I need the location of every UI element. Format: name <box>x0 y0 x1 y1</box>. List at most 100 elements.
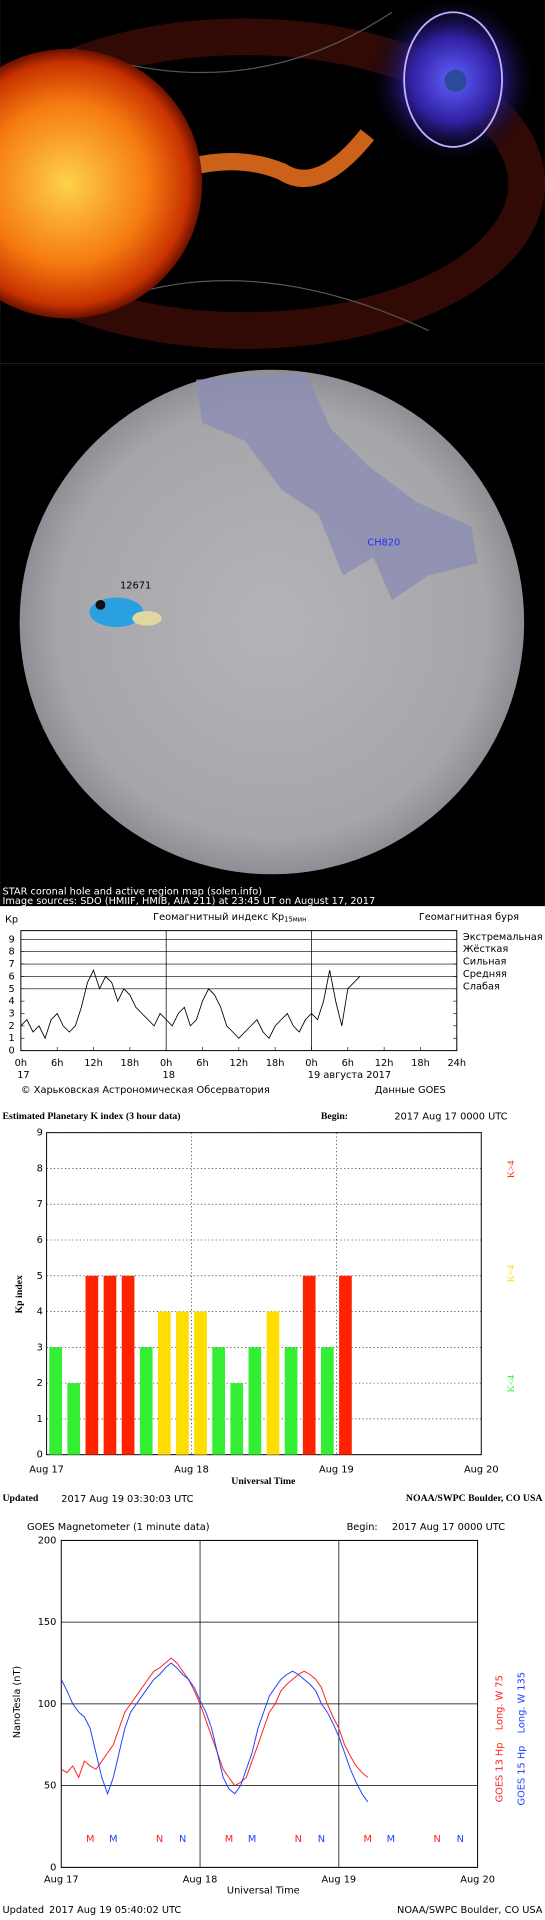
bar <box>302 1275 316 1455</box>
y-tick-label: 8 <box>37 1163 43 1174</box>
legend-name: GOES 13 Hp <box>495 1743 506 1803</box>
x-tick-label: 18h <box>121 1058 140 1069</box>
x-tick-label: 18h <box>411 1058 430 1069</box>
bar <box>339 1275 352 1455</box>
x-date-label: 19 августа 2017 <box>308 1070 391 1081</box>
x-tick-label: Aug 17 <box>29 1464 64 1475</box>
y-axis-label: Кр <box>5 915 18 926</box>
storm-level-label: Экстремальная <box>463 932 543 943</box>
y-tick-label: 3 <box>37 1342 43 1353</box>
y-tick-label: 0 <box>50 1862 56 1873</box>
local-time-marker: M <box>86 1834 94 1845</box>
updated-value: 2017 Aug 19 05:40:02 UTC <box>49 1905 181 1916</box>
local-time-marker: N <box>295 1834 302 1845</box>
y-tick-label: 6 <box>37 1235 43 1246</box>
x-tick-label: Aug 17 <box>44 1875 79 1886</box>
x-tick-label: 6h <box>342 1058 354 1069</box>
bar <box>139 1347 153 1455</box>
storm-level-label: Слабая <box>463 981 500 992</box>
legend-longitude: Long. W 135 <box>517 1672 528 1733</box>
local-time-marker: N <box>179 1834 186 1845</box>
x-tick-label: Aug 20 <box>460 1875 495 1886</box>
updated-value: 2017 Aug 19 03:30:03 UTC <box>61 1494 193 1505</box>
y-tick-label: 150 <box>38 1617 57 1628</box>
x-date-label: 18 <box>163 1070 175 1081</box>
bar <box>212 1347 225 1455</box>
x-tick-label: Aug 20 <box>464 1464 499 1475</box>
begin-value: 2017 Aug 17 0000 UTC <box>394 1112 507 1123</box>
y-axis-label: NanoTesla (nT) <box>12 1666 23 1739</box>
begin-label: Begin: <box>321 1111 348 1122</box>
storm-title: Геомагнитная буря <box>419 912 519 923</box>
y-tick-label: 8 <box>9 947 15 958</box>
space-illustration <box>0 0 545 364</box>
y-tick-label: 200 <box>38 1535 57 1546</box>
x-tick-label: 6h <box>51 1058 63 1069</box>
x-tick-label: 12h <box>84 1058 103 1069</box>
y-tick-label: 1 <box>37 1414 43 1425</box>
x-tick-label: Aug 19 <box>319 1464 354 1475</box>
y-tick-label: 9 <box>9 934 15 945</box>
title-sub: 15мин <box>284 916 306 924</box>
bar <box>157 1311 171 1455</box>
updated-label: Updated <box>3 1493 39 1504</box>
plot-border <box>20 930 458 1052</box>
local-time-marker: M <box>109 1834 117 1845</box>
bar <box>85 1275 99 1455</box>
x-tick-label: 0h <box>15 1058 27 1069</box>
chart-title: GOES Magnetometer (1 minute data) <box>27 1522 210 1533</box>
solar-map: 12671 CH820 STAR coronal hole and active… <box>0 363 545 907</box>
x-axis-label: Universal Time <box>227 1886 300 1897</box>
legend-label: K>4 <box>506 1161 517 1179</box>
x-tick-label: 6h <box>196 1058 208 1069</box>
bar <box>103 1275 117 1455</box>
kp-line <box>20 969 361 1040</box>
y-tick-label: 4 <box>37 1307 43 1318</box>
bar <box>266 1311 280 1455</box>
y-axis-label: Kp index <box>14 1275 25 1313</box>
bar <box>320 1347 334 1455</box>
updated-label: Updated <box>3 1905 45 1916</box>
legend-name: GOES 15 Hp <box>517 1746 528 1806</box>
y-tick-label: 7 <box>9 959 15 970</box>
bar <box>248 1347 262 1455</box>
y-tick-label: 0 <box>37 1450 43 1461</box>
active-region-label: 12671 <box>120 580 151 591</box>
begin-label: Begin: <box>347 1522 378 1533</box>
x-tick-label: Aug 18 <box>174 1464 209 1475</box>
local-time-marker: M <box>248 1834 256 1845</box>
legend-label: GOES 13 Hp Long. W 75 <box>495 1675 506 1802</box>
x-date-label: 17 <box>17 1070 29 1081</box>
local-time-marker: N <box>457 1834 464 1845</box>
y-tick-label: 7 <box>37 1199 43 1210</box>
y-tick-label: 100 <box>38 1699 57 1710</box>
credit: NOAA/SWPC Boulder, CO USA <box>406 1493 543 1504</box>
local-time-marker: M <box>225 1834 233 1845</box>
local-time-marker: M <box>364 1834 372 1845</box>
storm-level-label: Сильная <box>463 957 507 968</box>
x-tick-label: 12h <box>375 1058 394 1069</box>
y-tick-label: 1 <box>9 1033 15 1044</box>
source-label: © Харьковская Астрономическая Обсерватор… <box>21 1085 270 1096</box>
y-tick-label: 50 <box>44 1781 56 1792</box>
source-data-label: Данные GOES <box>375 1085 446 1096</box>
begin-value: 2017 Aug 17 0000 UTC <box>392 1522 505 1533</box>
y-tick-label: 3 <box>9 1008 15 1019</box>
title-main: Геомагнитный индекс Kp <box>153 912 284 923</box>
coronal-hole-label: CH820 <box>367 537 400 548</box>
local-time-marker: N <box>318 1834 325 1845</box>
x-tick-label: 0h <box>305 1058 317 1069</box>
x-axis-label: Universal Time <box>231 1476 296 1487</box>
bar <box>67 1383 81 1455</box>
series-line <box>61 1657 369 1787</box>
x-tick-label: 18h <box>266 1058 285 1069</box>
bar <box>121 1275 135 1455</box>
chart-title: Геомагнитный индекс Kp15мин <box>153 912 306 923</box>
local-time-marker: N <box>433 1834 440 1845</box>
legend-label: K<4 <box>506 1375 517 1393</box>
y-tick-label: 5 <box>37 1271 43 1282</box>
legend-label: GOES 15 Hp Long. W 135 <box>517 1672 528 1805</box>
y-tick-label: 0 <box>9 1046 15 1057</box>
